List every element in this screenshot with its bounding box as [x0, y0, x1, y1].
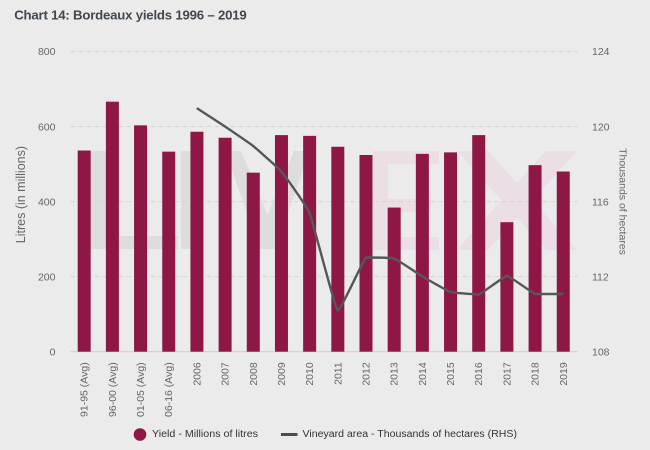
svg-text:116: 116 [592, 196, 609, 208]
svg-text:112: 112 [592, 271, 609, 283]
svg-text:2007: 2007 [220, 362, 232, 386]
svg-text:01-05 (Avg): 01-05 (Avg) [135, 362, 147, 417]
svg-text:Vineyard area - Thousands of h: Vineyard area - Thousands of hectares (R… [303, 429, 518, 440]
svg-text:2017: 2017 [501, 362, 513, 386]
svg-text:2016: 2016 [473, 362, 485, 386]
svg-text:400: 400 [38, 196, 56, 208]
svg-text:108: 108 [592, 347, 610, 359]
svg-text:200: 200 [38, 271, 56, 283]
svg-text:2011: 2011 [332, 362, 344, 385]
svg-text:Litres (in millions): Litres (in millions) [14, 146, 28, 243]
svg-text:2019: 2019 [558, 362, 570, 386]
svg-text:06-16 (Avg): 06-16 (Avg) [163, 362, 175, 417]
svg-text:2009: 2009 [276, 362, 288, 386]
svg-text:2015: 2015 [445, 362, 457, 386]
svg-text:2008: 2008 [248, 362, 260, 386]
svg-text:2014: 2014 [417, 362, 429, 386]
svg-text:124: 124 [592, 46, 610, 58]
svg-text:91-95 (Avg): 91-95 (Avg) [79, 362, 91, 417]
svg-text:2018: 2018 [530, 362, 542, 386]
svg-text:96-00 (Avg): 96-00 (Avg) [107, 362, 119, 417]
svg-text:2013: 2013 [389, 362, 401, 386]
svg-text:600: 600 [38, 121, 56, 133]
svg-text:Thousands of hectares: Thousands of hectares [617, 148, 629, 255]
svg-text:0: 0 [50, 347, 56, 359]
svg-text:2006: 2006 [191, 362, 203, 386]
svg-text:800: 800 [38, 46, 56, 58]
svg-text:Yield - Millions of litres: Yield - Millions of litres [152, 429, 258, 440]
svg-text:2010: 2010 [304, 362, 316, 386]
svg-text:120: 120 [592, 121, 610, 133]
svg-text:Chart 14: Bordeaux yields 1996: Chart 14: Bordeaux yields 1996 – 2019 [14, 7, 247, 22]
svg-text:2012: 2012 [361, 362, 373, 386]
